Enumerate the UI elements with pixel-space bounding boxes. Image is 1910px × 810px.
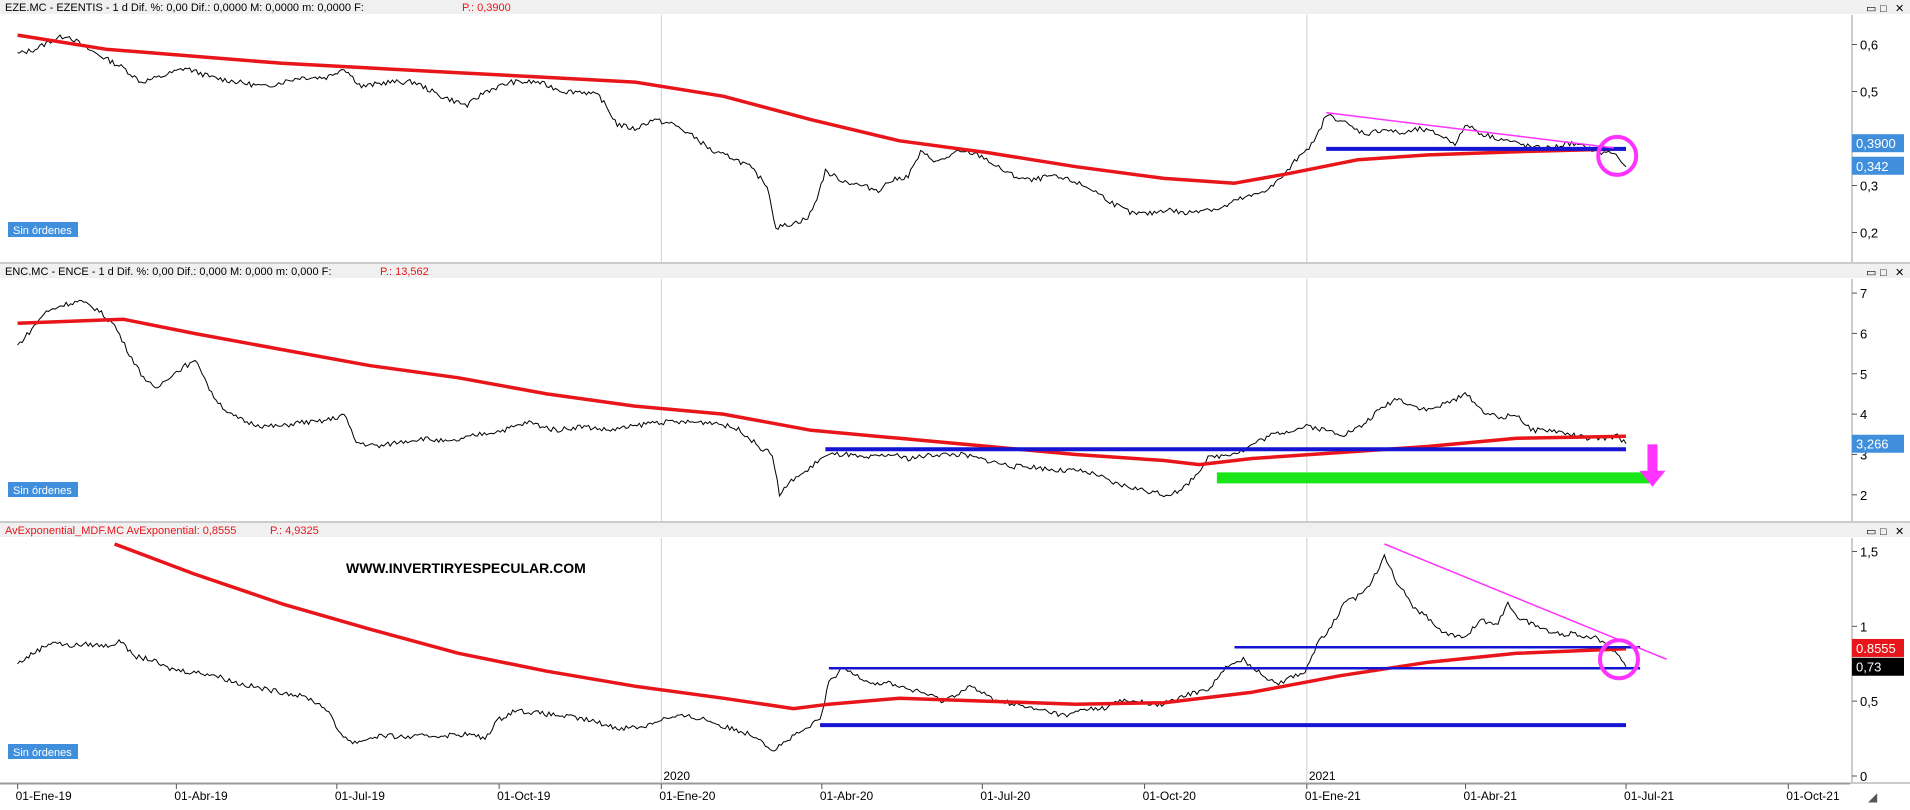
y-tick-label: 0,5 <box>1860 694 1878 709</box>
maximize-icon[interactable]: □ <box>1880 526 1887 538</box>
y-tick-label: 0,2 <box>1860 226 1878 241</box>
close-icon[interactable]: ✕ <box>1895 526 1904 538</box>
y-tick-label: 0 <box>1860 769 1867 784</box>
x-tick-label: 01-Abr-19 <box>174 789 228 803</box>
x-tick-label: 01-Jul-20 <box>980 789 1030 803</box>
x-tick-label: 01-Oct-21 <box>1786 789 1840 803</box>
x-tick-label: 01-Abr-21 <box>1464 789 1518 803</box>
watermark-text: WWW.INVERTIRYESPECULAR.COM <box>346 560 586 576</box>
x-tick-label: 01-Abr-20 <box>820 789 874 803</box>
panel-header-highlight: P.: 0,3900 <box>462 2 511 14</box>
x-tick-label: 01-Oct-20 <box>1143 789 1197 803</box>
price-series-line <box>17 553 1627 752</box>
x-year-label: 2020 <box>663 769 690 783</box>
y-tick-label: 0,3 <box>1860 179 1878 194</box>
panel-header-highlight: P.: 13,562 <box>380 266 429 278</box>
panel-header-highlight: P.: 4,9325 <box>270 525 319 537</box>
y-tick-label: 7 <box>1860 286 1867 301</box>
maximize-icon[interactable]: □ <box>1880 267 1887 279</box>
maximize-icon[interactable]: □ <box>1880 3 1887 15</box>
resize-handle-icon[interactable]: ◢ <box>1868 790 1878 804</box>
panel-header-text: ENC.MC - ENCE - 1 d Dif. %: 0,00 Dif.: 0… <box>5 266 331 278</box>
moving-average-line <box>17 317 1627 467</box>
x-tick-label: 01-Ene-20 <box>659 789 715 803</box>
panel-plot-enc: ▭ □ ✕ 2 3 4 5 6 7 3,266 <box>0 267 1910 523</box>
orders-tag-bg[interactable] <box>8 744 78 759</box>
trend-line <box>1326 111 1614 149</box>
panel-enc: ENC.MC - ENCE - 1 d Dif. %: 0,00 Dif.: 0… <box>0 264 1910 523</box>
highlight-circle <box>1596 134 1639 177</box>
y-tick-label: 1 <box>1860 619 1867 634</box>
x-tick-label: 01-Jul-21 <box>1624 789 1674 803</box>
y-tick-label: 5 <box>1860 367 1867 382</box>
price-badge-label: 0,342 <box>1856 159 1889 174</box>
panel-header-text: EZE.MC - EZENTIS - 1 d Dif. %: 0,00 Dif.… <box>5 2 364 14</box>
panel-header-bg <box>0 523 1910 537</box>
y-tick-label: 0,6 <box>1860 38 1878 53</box>
close-icon[interactable]: ✕ <box>1895 267 1904 279</box>
y-tick-label: 3 <box>1860 447 1867 462</box>
price-badge <box>1852 134 1904 153</box>
orders-tag-label: Sin órdenes <box>13 485 72 497</box>
moving-average-line <box>113 542 1627 711</box>
down-arrow-icon <box>1639 444 1666 487</box>
highlight-circle <box>1597 638 1640 681</box>
minimize-icon[interactable]: ▭ <box>1866 526 1876 538</box>
price-badge-label: 0.8555 <box>1856 641 1896 656</box>
orders-tag-label: Sin órdenes <box>13 747 72 759</box>
panel-header-text: AvExponential_MDF.MC AvExponential: 0,85… <box>5 525 236 537</box>
y-tick-label: 1,5 <box>1860 544 1878 559</box>
panel-header-bg <box>0 264 1910 278</box>
price-badge-label: 0,73 <box>1856 660 1881 675</box>
x-tick-label: 01-Oct-19 <box>497 789 551 803</box>
x-year-label: 2021 <box>1309 769 1336 783</box>
orders-tag-bg[interactable] <box>8 222 78 237</box>
x-axis: 01-Ene-19 01-Abr-19 01-Jul-19 01-Oct-19 01-E… <box>0 769 1878 804</box>
y-tick-label: 0,5 <box>1860 85 1878 100</box>
minimize-icon[interactable]: ▭ <box>1866 3 1876 15</box>
price-badge <box>1852 156 1904 175</box>
orders-tag-label: Sin órdenes <box>13 225 72 237</box>
y-tick-label: 4 <box>1860 407 1867 422</box>
close-icon[interactable]: ✕ <box>1895 3 1904 15</box>
y-tick-label: 6 <box>1860 326 1867 341</box>
minimize-icon[interactable]: ▭ <box>1866 267 1876 279</box>
price-badge-label: 0,3900 <box>1856 136 1896 151</box>
x-tick-label: 01-Ene-21 <box>1305 789 1361 803</box>
x-tick-label: 01-Ene-19 <box>16 789 72 803</box>
panel-plot-mdf: ▭ □ ✕ 0 0,5 1 1,5 0.8555 0,73 <box>0 526 1910 784</box>
panel-eze: EZE.MC - EZENTIS - 1 d Dif. %: 0,00 Dif.… <box>0 0 1910 264</box>
panel-header-bg <box>0 0 1910 14</box>
moving-average-line <box>17 33 1627 185</box>
price-series-line <box>17 34 1627 230</box>
panel-mdf: AvExponential_MDF.MC AvExponential: 0,85… <box>0 523 1910 784</box>
price-badge <box>1852 638 1904 657</box>
x-tick-label: 01-Jul-19 <box>335 789 385 803</box>
price-badge-label: 3,266 <box>1856 437 1889 452</box>
price-badge <box>1852 657 1904 676</box>
orders-tag-bg[interactable] <box>8 482 78 497</box>
price-series-line <box>17 299 1627 498</box>
price-badge <box>1852 434 1904 453</box>
y-tick-label: 2 <box>1860 488 1867 503</box>
